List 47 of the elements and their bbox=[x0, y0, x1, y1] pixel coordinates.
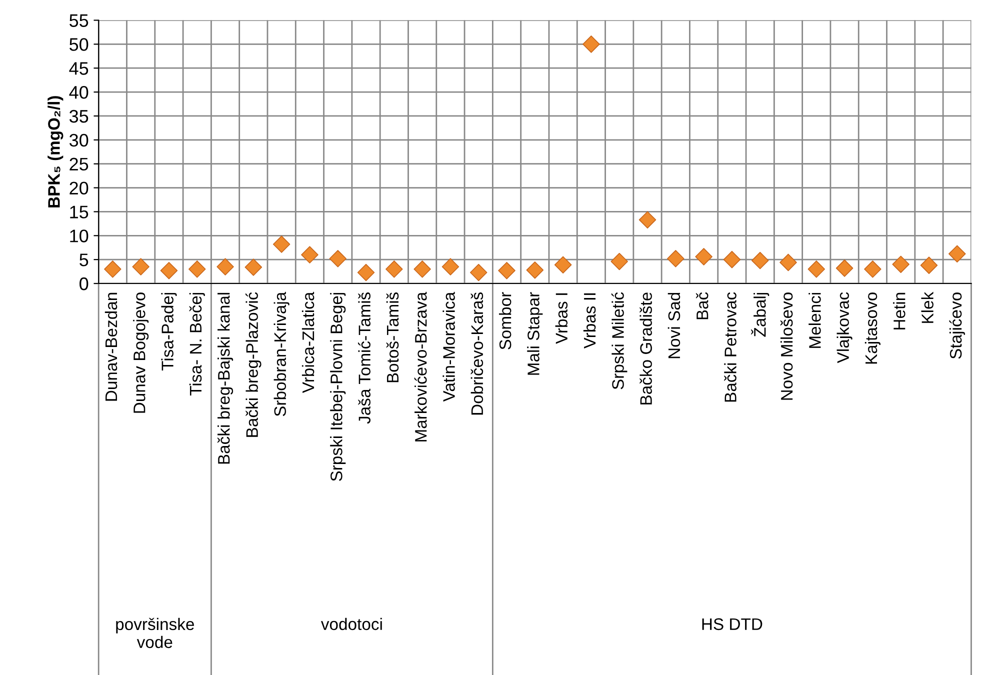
y-tick-label: 20 bbox=[70, 182, 88, 194]
x-tick-label: Srpski Miletić bbox=[611, 292, 628, 390]
x-tick-label: Bački breg-Plazović bbox=[246, 292, 262, 437]
x-tick-label: Vrbas I bbox=[555, 293, 568, 344]
x-tick-label: Novi Sad bbox=[668, 292, 680, 358]
x-tick-label: Žabalj bbox=[751, 292, 770, 337]
x-tick-label: Dunav-Bezdan bbox=[104, 292, 118, 401]
x-tick-label: Srbobran-Krivaja bbox=[274, 292, 290, 416]
text: površinske vode bbox=[116, 618, 194, 648]
x-tick-label: Mali Stapar bbox=[527, 292, 543, 375]
x-tick-label: Vatin-Moravica bbox=[442, 292, 455, 402]
y-tick-label: 45 bbox=[69, 62, 88, 75]
x-tick-label: Vrbas II bbox=[583, 293, 596, 349]
x-tick-label: Srpski Itebej-Plovni Begej bbox=[330, 292, 346, 481]
x-tick-label: Bački Petrovac bbox=[724, 292, 736, 402]
y-tick-label: 5 bbox=[80, 254, 88, 266]
x-tick-label: Vrbica-Zlatica bbox=[302, 292, 314, 394]
x-tick-label: Markovićevo-Brzava bbox=[414, 292, 427, 442]
x-tick-label: Tisa- N. Bečej bbox=[189, 292, 205, 396]
x-tick-label: Novo Miloševo bbox=[780, 292, 793, 400]
x-tick-label: Vlajkovac bbox=[836, 292, 852, 364]
text: vodotoci bbox=[320, 618, 382, 630]
x-tick-label: Tisa-Padej bbox=[161, 292, 177, 370]
text: HS DTD bbox=[702, 618, 762, 630]
y-tick-label: 55 bbox=[70, 14, 88, 27]
x-tick-label: Bački breg-Bajski kanal bbox=[217, 292, 234, 464]
x-tick-label: Klek bbox=[921, 292, 934, 323]
y-tick-label: 10 bbox=[70, 230, 88, 242]
x-tick-label: Jaša Tomić-Tamiš bbox=[358, 292, 370, 424]
y-tick-label: 15 bbox=[70, 206, 88, 218]
x-tick-label: Dunav Bogojevo bbox=[133, 292, 149, 413]
y-axis-title: BPK₅ (mgO₂/l) bbox=[48, 96, 64, 208]
y-tick-label: 25 bbox=[70, 158, 88, 171]
y-tick-label: 40 bbox=[69, 86, 88, 99]
x-tick-label: Dobričevo-Karaš bbox=[470, 292, 484, 415]
x-tick-label: Bač bbox=[696, 292, 708, 320]
y-tick-label: 50 bbox=[70, 38, 88, 51]
y-tick-label: 0 bbox=[80, 277, 88, 290]
y-tick-label: 35 bbox=[69, 110, 88, 123]
x-tick-label: Stajićevo bbox=[949, 292, 965, 359]
x-tick-label: Sombor bbox=[498, 292, 512, 350]
x-tick-label: Melenci bbox=[808, 292, 821, 348]
x-tick-label: Bačko Gradište bbox=[640, 292, 652, 404]
x-tick-label: Kajtasovo bbox=[864, 292, 880, 364]
y-tick-label: 30 bbox=[69, 134, 88, 147]
x-tick-label: Hetin bbox=[893, 292, 906, 330]
x-tick-label: Botoš-Tamiš bbox=[386, 292, 399, 382]
